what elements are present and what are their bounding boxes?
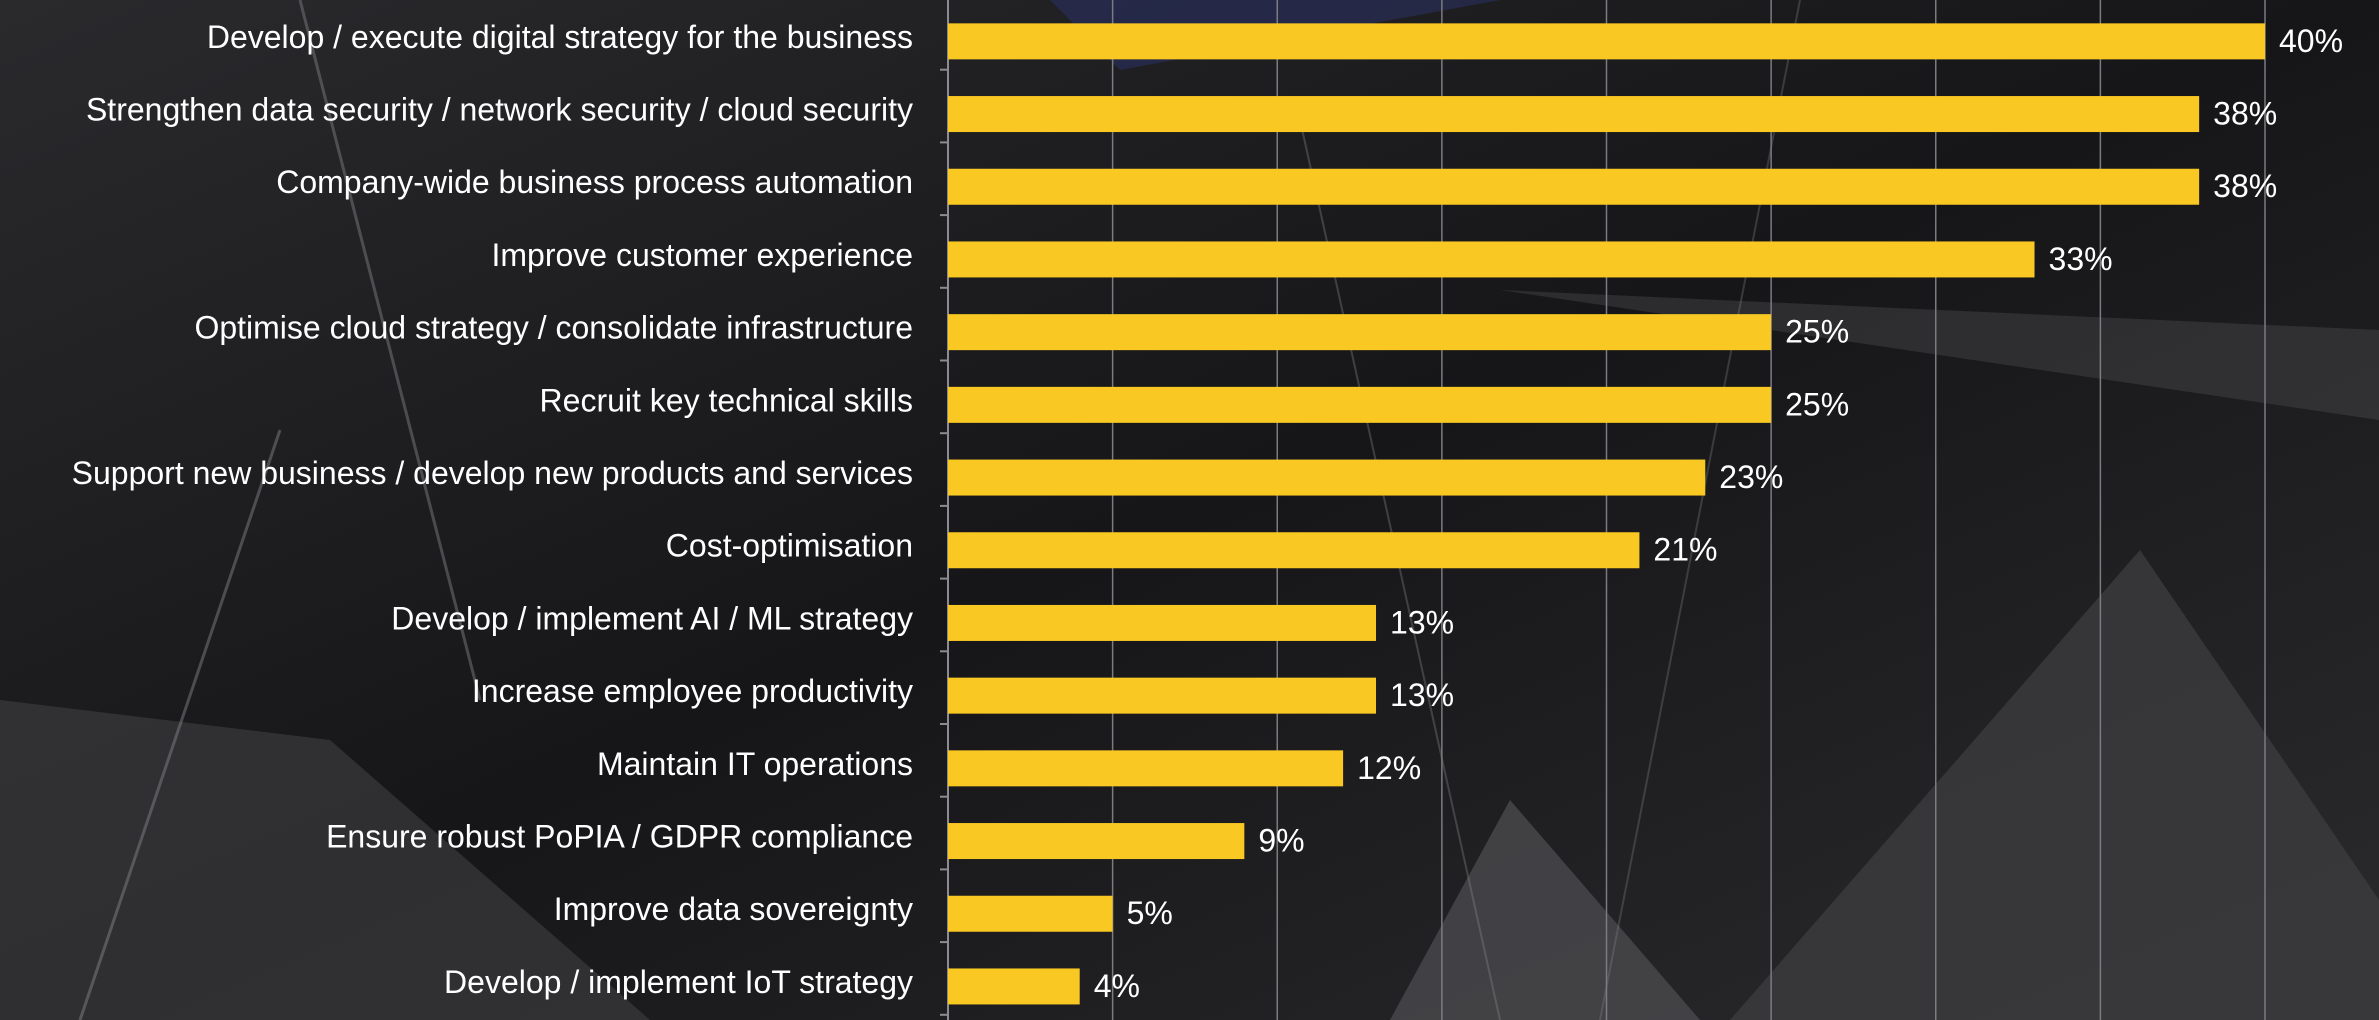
category-label: Cost-optimisation [666, 528, 913, 564]
value-label: 25% [1785, 386, 1849, 422]
bar [948, 968, 1080, 1005]
bar [948, 604, 1377, 641]
bar [948, 895, 1113, 932]
value-label: 38% [2213, 96, 2277, 132]
bar [948, 168, 2200, 205]
category-label: Develop / implement IoT strategy [444, 964, 913, 1000]
category-label: Company-wide business process automation [276, 164, 913, 200]
value-label: 21% [1653, 532, 1717, 568]
bar [948, 677, 1377, 714]
category-label: Develop / execute digital strategy for t… [207, 19, 913, 55]
bar [948, 459, 1706, 496]
value-label: 4% [1094, 968, 1140, 1004]
category-label: Develop / implement AI / ML strategy [391, 600, 913, 636]
value-label: 5% [1127, 895, 1173, 931]
bar [948, 314, 1772, 351]
bar [948, 532, 1640, 569]
value-label: 23% [1719, 459, 1783, 495]
category-label: Ensure robust PoPIA / GDPR compliance [326, 819, 913, 855]
value-label: 38% [2213, 168, 2277, 204]
category-label: Optimise cloud strategy / consolidate in… [194, 310, 913, 346]
bar [948, 241, 2035, 278]
bar [948, 23, 2265, 60]
value-label: 33% [2049, 241, 2113, 277]
value-label: 40% [2279, 23, 2343, 59]
value-label: 9% [1258, 823, 1304, 859]
category-label: Recruit key technical skills [540, 382, 913, 418]
category-label: Improve customer experience [491, 237, 913, 273]
bar [948, 823, 1245, 860]
bar [948, 96, 2200, 133]
bar [948, 386, 1772, 423]
value-label: 13% [1390, 604, 1454, 640]
value-label: 12% [1357, 750, 1421, 786]
category-label: Improve data sovereignty [554, 891, 913, 927]
value-label: 25% [1785, 314, 1849, 350]
category-label: Strengthen data security / network secur… [86, 92, 913, 128]
category-label: Increase employee productivity [472, 673, 913, 709]
bar [948, 750, 1344, 787]
category-label: Support new business / develop new produ… [72, 455, 913, 491]
value-label: 13% [1390, 677, 1454, 713]
category-label: Maintain IT operations [597, 746, 913, 782]
